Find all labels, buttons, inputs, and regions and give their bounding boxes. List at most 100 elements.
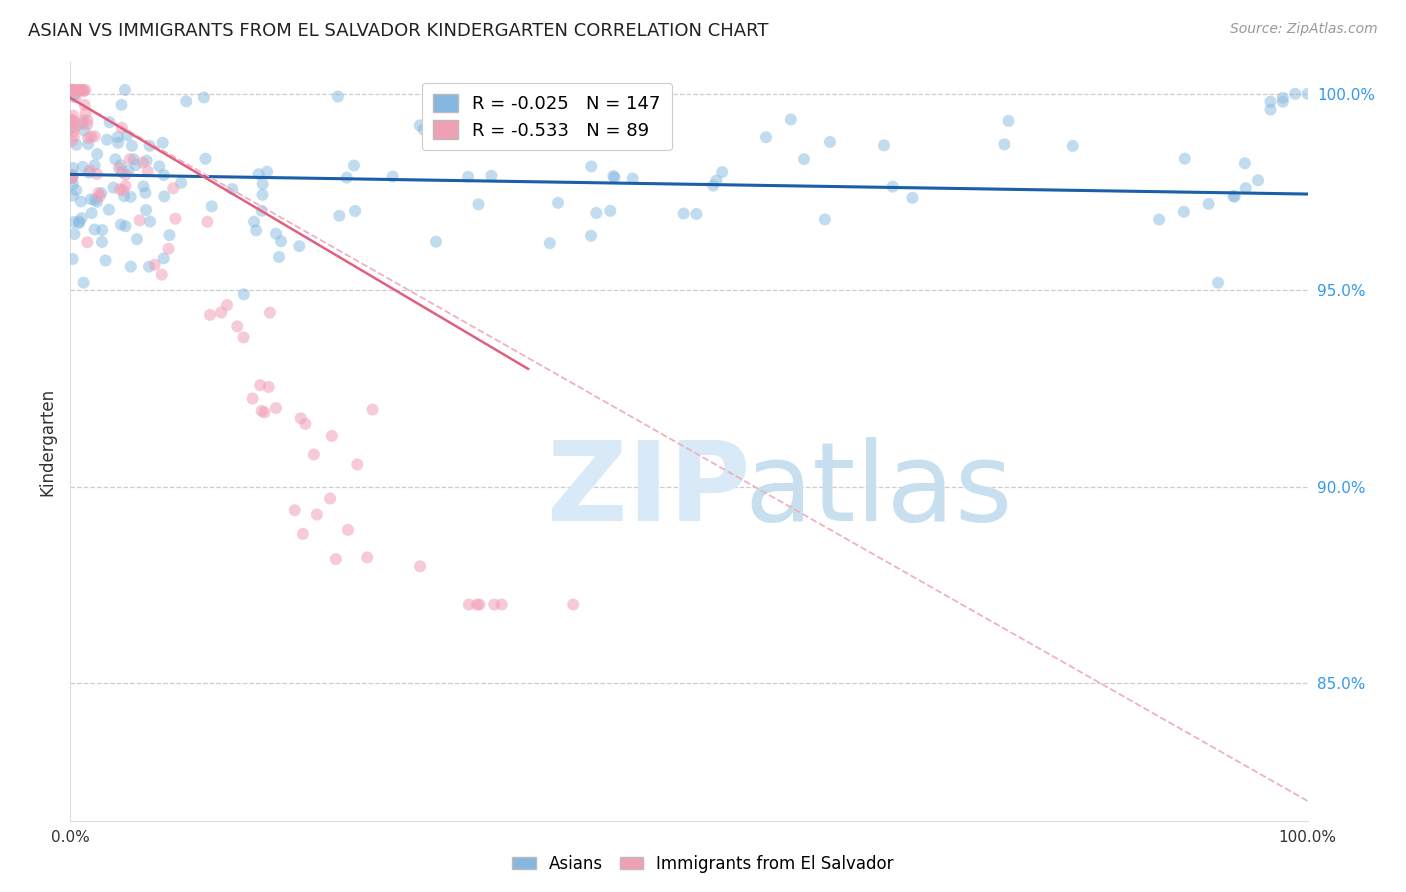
Point (319, 491, 342, 506)
Point (63, 215, 86, 229)
Point (1260, 95, 1282, 109)
Point (305, 508, 328, 522)
Point (256, 164, 278, 178)
Point (527, 121, 550, 136)
Point (70, 83, 93, 97)
Point (62, 114, 84, 128)
Point (793, 152, 815, 166)
Point (1173, 204, 1195, 219)
Point (337, 523, 360, 537)
Point (125, 232, 148, 246)
Point (59, 121, 82, 136)
Point (70, 83, 93, 97)
Point (75, 106, 97, 120)
Point (139, 214, 162, 228)
Point (291, 527, 314, 541)
Point (264, 401, 287, 416)
Point (60, 83, 83, 97)
Point (581, 160, 603, 174)
Point (672, 206, 695, 220)
Point (1233, 156, 1256, 170)
Point (814, 212, 837, 227)
Point (59, 83, 82, 97)
Point (250, 203, 273, 218)
Point (86, 167, 108, 181)
Point (65, 137, 87, 152)
Point (481, 169, 503, 183)
Point (1223, 190, 1246, 204)
Point (60, 83, 83, 97)
Point (249, 378, 271, 392)
Point (165, 211, 187, 226)
Point (685, 207, 707, 221)
Point (60, 169, 83, 183)
Point (63, 87, 86, 102)
Text: atlas: atlas (745, 437, 1014, 544)
Point (602, 169, 624, 183)
Point (60, 171, 83, 186)
Point (162, 181, 184, 195)
Point (80, 129, 103, 144)
Point (232, 330, 254, 344)
Point (226, 319, 249, 334)
Point (91, 223, 114, 237)
Point (253, 405, 276, 419)
Point (1247, 173, 1270, 187)
Point (138, 138, 160, 153)
Point (66, 118, 89, 132)
Point (72, 160, 94, 174)
Point (259, 305, 281, 319)
Point (77, 137, 100, 152)
Point (62, 178, 84, 192)
Point (67, 83, 90, 97)
Point (290, 411, 312, 425)
Point (779, 112, 801, 127)
Point (76, 118, 98, 132)
Point (702, 178, 724, 193)
Point (1296, 87, 1319, 101)
Point (114, 178, 136, 193)
Point (73, 84, 96, 98)
Point (59, 83, 82, 97)
Point (112, 189, 135, 203)
Point (63, 227, 86, 241)
Point (107, 130, 129, 145)
Point (153, 168, 176, 182)
Point (65, 90, 87, 104)
Point (1222, 189, 1244, 203)
Point (143, 258, 166, 272)
Point (59, 83, 82, 97)
Point (120, 260, 142, 274)
Point (818, 135, 841, 149)
Point (98, 115, 121, 129)
Point (157, 242, 180, 256)
Point (72, 276, 94, 290)
Point (70, 116, 93, 130)
Point (115, 128, 138, 143)
Point (621, 171, 644, 186)
Point (245, 223, 267, 237)
Legend: Asians, Immigrants from El Salvador: Asians, Immigrants from El Salvador (506, 848, 900, 880)
Point (96, 133, 118, 147)
Point (90, 186, 112, 201)
Point (65, 83, 87, 97)
Point (711, 165, 734, 179)
Point (77, 131, 100, 145)
Point (1271, 95, 1294, 109)
Point (63, 83, 86, 97)
Point (135, 153, 157, 168)
Point (97, 202, 120, 217)
Point (484, 598, 506, 612)
Point (117, 164, 139, 178)
Point (72, 83, 94, 97)
Point (217, 298, 239, 312)
Point (90, 235, 112, 249)
Point (201, 199, 224, 213)
Point (59, 83, 82, 97)
Point (67, 214, 90, 228)
Point (644, 103, 666, 117)
Point (103, 180, 125, 194)
Point (62, 83, 84, 97)
Point (294, 417, 316, 431)
Point (108, 161, 131, 175)
